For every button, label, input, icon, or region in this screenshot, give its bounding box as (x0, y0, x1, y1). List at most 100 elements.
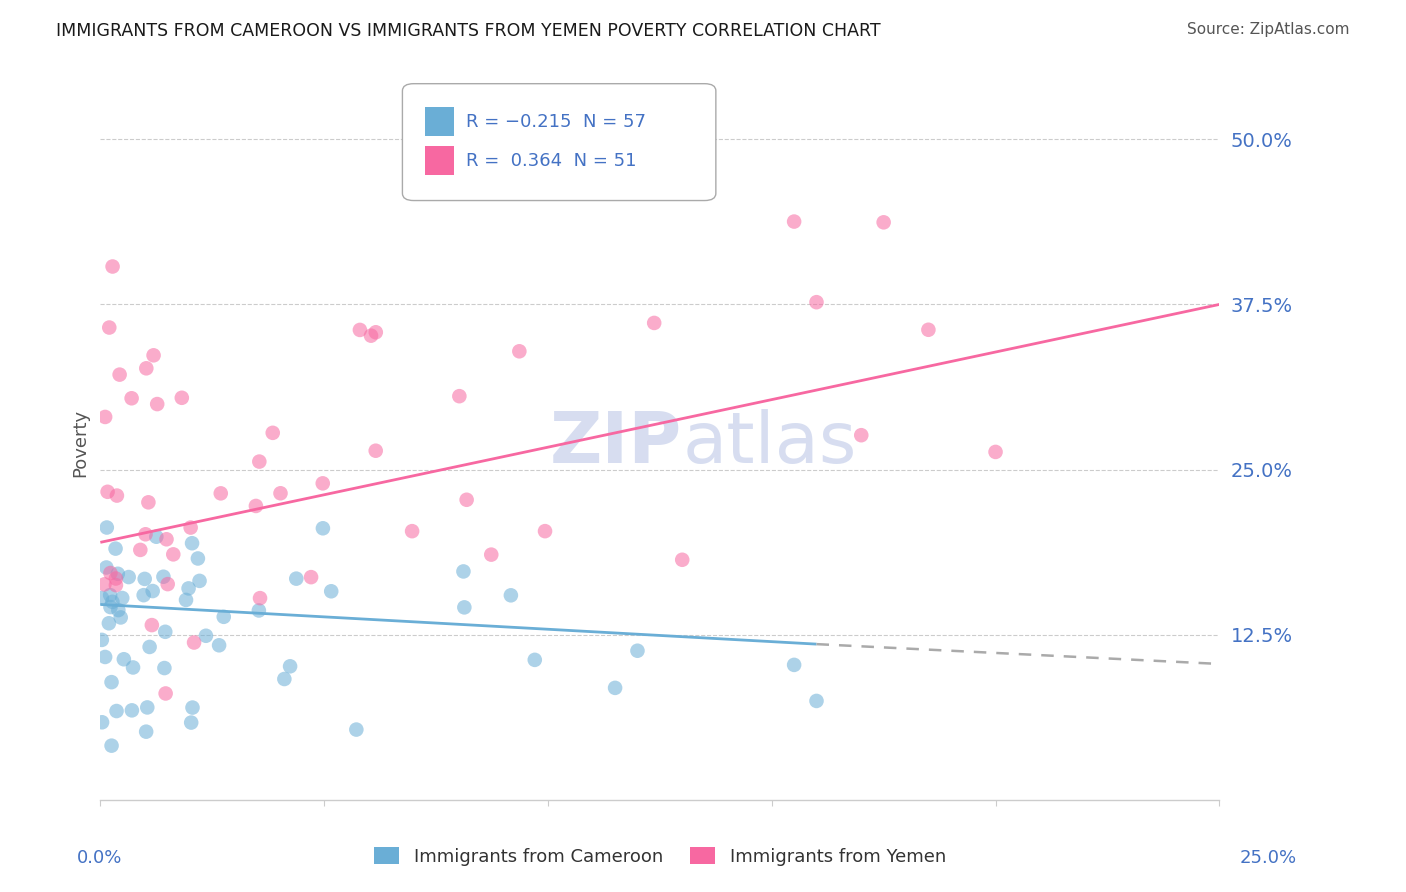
Point (100, 600, 122, 615)
Point (499, 588, 522, 602)
Point (349, 323, 371, 337)
Point (135, 724, 157, 739)
Point (174, 593, 197, 607)
Text: R = −0.215  N = 57: R = −0.215 N = 57 (465, 112, 645, 130)
Point (91, 591, 114, 605)
Point (181, 700, 204, 714)
Point (101, 595, 124, 609)
Point (806, 295, 828, 310)
Point (364, 443, 387, 458)
Point (212, 609, 235, 624)
Text: IMMIGRANTS FROM CAMEROON VS IMMIGRANTS FROM YEMEN POVERTY CORRELATION CHART: IMMIGRANTS FROM CAMEROON VS IMMIGRANTS F… (56, 22, 882, 40)
Text: 25.0%: 25.0% (1239, 849, 1296, 867)
Point (111, 591, 134, 605)
Point (806, 694, 828, 708)
Point (321, 584, 343, 599)
Point (247, 603, 270, 617)
Point (107, 603, 129, 617)
Point (138, 495, 160, 509)
Point (453, 565, 475, 579)
Point (136, 700, 159, 714)
Point (142, 348, 165, 362)
Point (872, 215, 894, 229)
Point (671, 553, 693, 567)
Point (401, 524, 423, 538)
Point (98, 320, 121, 334)
Point (156, 577, 179, 591)
Point (285, 572, 308, 586)
Point (153, 661, 176, 675)
Point (626, 644, 648, 658)
Point (170, 391, 193, 405)
Point (249, 591, 271, 606)
Point (107, 566, 129, 581)
Point (91, 715, 114, 730)
Point (118, 570, 141, 584)
Point (364, 326, 387, 340)
Point (100, 675, 122, 690)
Point (135, 527, 157, 541)
Point (851, 428, 873, 442)
Text: ZIP: ZIP (550, 409, 682, 478)
Point (209, 486, 232, 500)
Point (105, 704, 128, 718)
Point (181, 536, 204, 550)
Point (101, 260, 124, 274)
Point (134, 572, 156, 586)
Point (603, 681, 626, 695)
Point (162, 547, 184, 561)
Point (100, 566, 122, 580)
Text: atlas: atlas (682, 409, 856, 478)
Point (180, 715, 202, 730)
Point (121, 391, 143, 405)
Point (479, 548, 502, 562)
Point (100, 739, 122, 753)
Point (262, 425, 284, 440)
Point (360, 328, 382, 343)
Point (90, 632, 112, 647)
Point (146, 397, 169, 411)
Point (917, 323, 939, 337)
Point (141, 618, 163, 632)
Point (508, 344, 530, 359)
Text: Source: ZipAtlas.com: Source: ZipAtlas.com (1187, 22, 1350, 37)
Point (299, 570, 322, 584)
Point (187, 551, 209, 566)
Point (344, 723, 367, 737)
Point (155, 624, 177, 639)
Point (97, 616, 120, 631)
Point (783, 657, 806, 672)
Point (129, 542, 152, 557)
Y-axis label: Poverty: Poverty (72, 409, 89, 477)
Point (449, 389, 471, 403)
Point (112, 652, 135, 666)
Point (142, 584, 165, 599)
Point (155, 686, 177, 700)
Point (93, 577, 115, 591)
Point (110, 610, 132, 624)
Point (138, 640, 160, 654)
Point (96, 520, 118, 534)
Point (121, 703, 143, 717)
Point (783, 214, 806, 228)
Point (245, 499, 267, 513)
Point (98, 588, 121, 602)
Point (312, 521, 335, 535)
Point (188, 574, 211, 588)
Point (208, 638, 231, 652)
Text: R =  0.364  N = 51: R = 0.364 N = 51 (465, 152, 637, 169)
Point (104, 578, 127, 592)
Point (278, 659, 301, 673)
Point (105, 489, 128, 503)
Point (643, 316, 665, 330)
Point (456, 492, 478, 507)
Point (96, 560, 118, 574)
Point (194, 629, 217, 643)
Point (177, 582, 200, 596)
Point (180, 520, 202, 534)
Point (122, 660, 145, 674)
Point (108, 368, 131, 382)
Point (132, 588, 155, 602)
Point (152, 570, 174, 584)
Point (183, 635, 205, 649)
